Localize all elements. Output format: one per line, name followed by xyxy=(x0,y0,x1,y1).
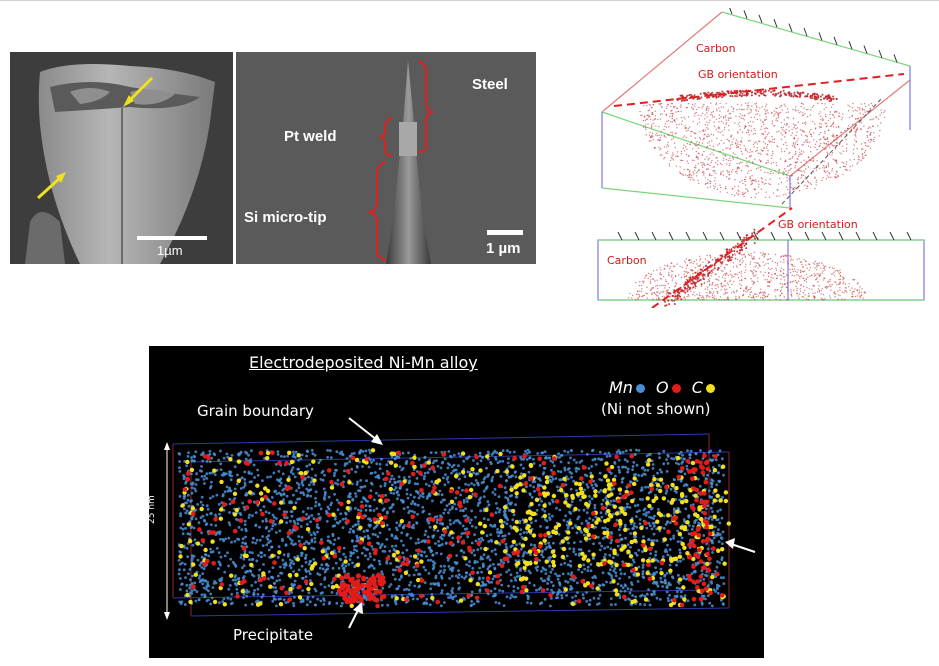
nimn-legend: Mn O C xyxy=(609,378,721,397)
sem-image-micro-tip: Steel Pt weld Si micro-tip 1 µm xyxy=(236,52,536,264)
legend-o: O xyxy=(656,378,669,397)
label-steel: Steel xyxy=(472,76,508,93)
precipitate-label: Precipitate xyxy=(233,626,314,644)
grain-boundary-label: Grain boundary xyxy=(197,402,314,420)
scalebar-label: 1 µm xyxy=(486,240,521,257)
apt-bottom-gb-label: GB orientation xyxy=(778,218,858,231)
apt-reconstruction-carbon: Carbon GB orientation Carbon GB orientat… xyxy=(592,5,932,309)
legend-c-dot xyxy=(705,383,715,393)
legend-o-dot xyxy=(671,383,681,393)
sem-image-tip-cross-section: 1µm xyxy=(10,52,233,264)
nimn-title: Electrodeposited Ni-Mn alloy xyxy=(249,353,478,372)
top-divider xyxy=(0,0,939,1)
scale-label: 25 nm xyxy=(149,495,157,524)
label-pt-weld: Pt weld xyxy=(284,128,337,145)
apt-reconstruction-nimn: Electrodeposited Ni-Mn alloy Mn O C (Ni … xyxy=(149,346,764,658)
legend-c: C xyxy=(691,378,703,397)
legend-mn-dot xyxy=(635,383,645,393)
legend-mn: Mn xyxy=(609,378,633,397)
apt-carbon-atoms-top xyxy=(639,89,886,199)
scalebar-label: 1µm xyxy=(157,243,183,258)
nimn-atoms xyxy=(177,448,731,609)
apt-top-gb-label: GB orientation xyxy=(698,68,778,81)
legend-note: (Ni not shown) xyxy=(601,400,711,418)
apt-bottom-element-label: Carbon xyxy=(607,254,647,267)
apt-top-element-label: Carbon xyxy=(696,42,736,55)
label-si-micro-tip: Si micro-tip xyxy=(244,209,327,226)
